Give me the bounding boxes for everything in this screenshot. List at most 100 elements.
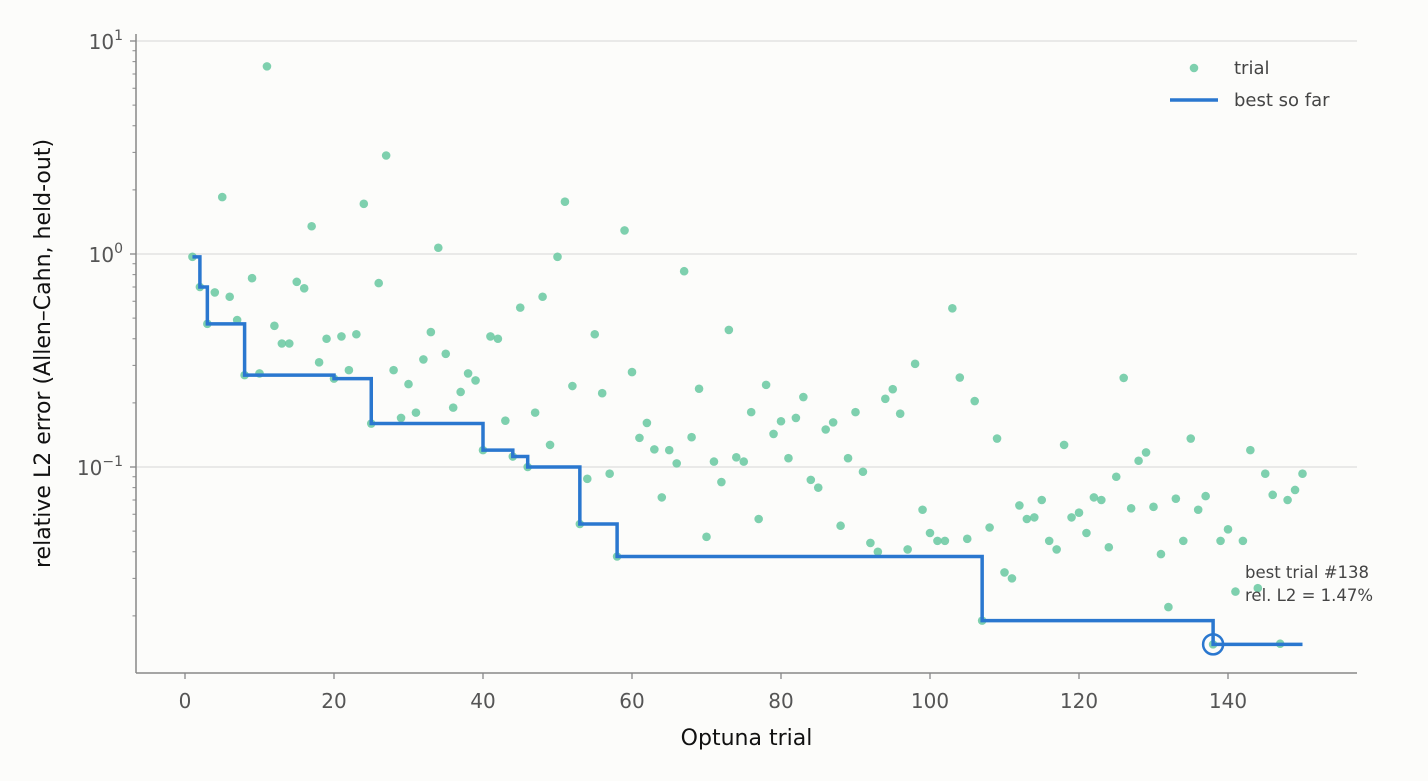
x-tick-label: 0 [179, 689, 192, 713]
trial-point [940, 536, 950, 546]
trial-point [545, 440, 555, 450]
trial-point [1260, 469, 1270, 479]
trial-point [434, 243, 443, 253]
trial-point [292, 277, 302, 287]
trial-point [277, 339, 287, 348]
trial-point [359, 199, 369, 209]
trial-point [448, 403, 458, 412]
trial-point [1171, 494, 1181, 503]
x-tick-label: 20 [321, 689, 346, 713]
trial-point [1104, 542, 1114, 552]
trial-point [419, 355, 428, 364]
y-tick-label: 10−1 [77, 454, 123, 480]
trial-point [1089, 493, 1099, 502]
trial-point [210, 288, 220, 297]
trial-point [881, 394, 890, 404]
trial-point [463, 369, 473, 378]
best-trial-annotation: best trial #138 rel. L2 = 1.47% [1201, 563, 1373, 656]
x-tick-label: 60 [619, 689, 644, 713]
trial-point [337, 332, 346, 341]
x-tick-label: 100 [911, 689, 949, 713]
trial-point [851, 407, 860, 417]
trial-point [776, 416, 786, 426]
trial-point [1283, 495, 1292, 505]
trial-point [970, 396, 979, 406]
trial-point [456, 387, 465, 397]
trial-point [642, 418, 652, 428]
trial-point [836, 521, 845, 531]
trial-point [895, 409, 905, 418]
trial-point [501, 416, 510, 425]
trial-point [322, 334, 331, 344]
trial-point [396, 413, 406, 423]
trial-point [1246, 445, 1255, 455]
trial-point [538, 292, 547, 302]
trial-point [299, 284, 309, 293]
trial-point [702, 532, 711, 542]
trial-point [873, 547, 883, 557]
trial-point [910, 359, 920, 369]
trial-point [828, 418, 838, 427]
trial-point [493, 334, 503, 344]
trial-point [813, 483, 823, 492]
trial-point [925, 528, 935, 538]
trial-point [1186, 434, 1196, 443]
trial-point [262, 62, 272, 71]
trial-point [344, 365, 354, 375]
trial-point [314, 358, 324, 367]
trial-point [1134, 456, 1143, 466]
trial-point [583, 474, 592, 484]
trial-point [471, 376, 480, 385]
trial-point [247, 273, 257, 283]
trial-point [627, 367, 637, 377]
trial-point [962, 534, 972, 544]
trial-point [1059, 440, 1069, 450]
legend-trial-label: trial [1234, 58, 1270, 79]
trial-point [799, 392, 808, 402]
trial-point [843, 453, 853, 463]
trial-point [1074, 508, 1084, 518]
trial-point [1126, 503, 1136, 513]
trial-point [650, 445, 659, 454]
trial-point [754, 514, 763, 524]
trial-point [1052, 545, 1061, 554]
legend-best-label: best so far [1234, 90, 1330, 111]
trial-point [560, 197, 570, 207]
trial-point [441, 349, 451, 359]
best-so-far-step [192, 255, 1303, 647]
trial-point [769, 429, 778, 439]
trial-point [672, 459, 681, 468]
trial-point [1231, 587, 1240, 596]
best-so-far-line [192, 255, 1303, 647]
trial-point [515, 303, 525, 312]
trial-point [1022, 514, 1032, 524]
trial-point [821, 425, 830, 434]
trial-point [657, 493, 667, 502]
x-tick-label: 40 [470, 689, 495, 713]
trial-point [404, 379, 413, 389]
y-axis-label: relative L2 error (Allen–Cahn, held-out) [31, 139, 56, 568]
grid-lines [136, 40, 1357, 468]
trial-point [1097, 495, 1106, 505]
trial-point [717, 477, 726, 487]
trial-points [188, 62, 1307, 649]
trial-point [992, 434, 1002, 443]
trial-point [530, 408, 540, 417]
trial-point [1164, 602, 1173, 612]
x-axis-label: Optuna trial [681, 726, 813, 751]
trial-point [724, 325, 734, 335]
trial-point [1201, 491, 1210, 501]
trial-point [1216, 536, 1225, 546]
trial-point [694, 384, 704, 394]
x-tick-label: 120 [1060, 689, 1098, 713]
trial-point [568, 381, 577, 391]
trial-point [1037, 495, 1047, 505]
trial-point [761, 380, 771, 390]
best-trial-marker [1201, 633, 1225, 656]
trial-point [918, 505, 927, 515]
trial-point [1007, 574, 1017, 583]
trial-point [1238, 536, 1248, 546]
legend: trial best so far [1170, 58, 1330, 111]
trial-point [381, 151, 391, 160]
